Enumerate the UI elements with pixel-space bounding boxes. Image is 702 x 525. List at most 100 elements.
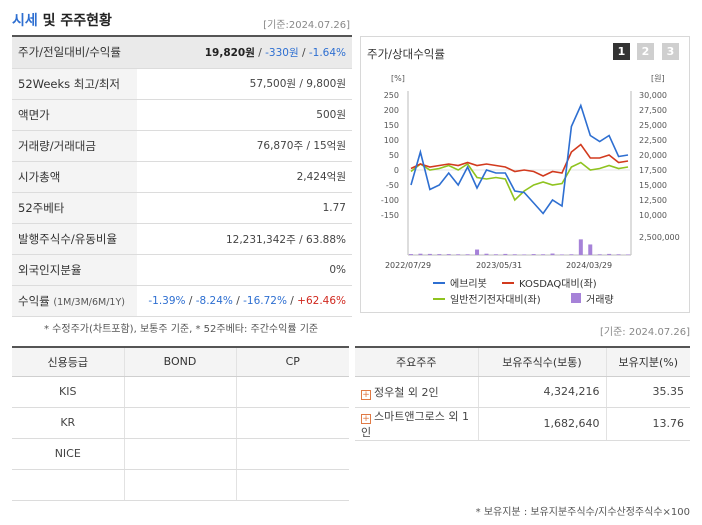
chart-page-2-button[interactable]: 2 bbox=[637, 43, 654, 60]
left-tick-label: 0 bbox=[394, 166, 399, 175]
table-row: KR bbox=[12, 407, 349, 439]
volume-bar bbox=[597, 254, 602, 255]
row-label: 주가/전일대비/수익률 bbox=[12, 37, 137, 69]
table-row: KIS bbox=[12, 376, 349, 408]
right-tick-label: 22,500 bbox=[639, 136, 667, 145]
volume-bar bbox=[512, 254, 517, 255]
volume-bar bbox=[626, 254, 630, 255]
holder-footnote: * 보유지분 : 보유지분주식수/지수산정주식수×100 bbox=[475, 507, 690, 518]
right-tick-label: 27,500 bbox=[639, 106, 667, 115]
volume-bar bbox=[588, 244, 593, 255]
table-row: + 정우철 외 2인 4,324,216 35.35 bbox=[355, 376, 690, 408]
series-line-everybot bbox=[410, 103, 629, 215]
volume-bar bbox=[531, 254, 536, 255]
left-unit-label: [%] bbox=[391, 74, 405, 83]
right-tick-label: 15,000 bbox=[639, 181, 667, 190]
left-tick-label: 200 bbox=[384, 106, 399, 115]
column-header: 보유지분(%) bbox=[605, 346, 690, 377]
chart-title: 주가/상대수익률 bbox=[367, 47, 445, 61]
column-header: 주요주주 bbox=[355, 346, 478, 377]
return-1y: +62.46% bbox=[297, 295, 346, 308]
table-row: NICE bbox=[12, 438, 349, 470]
shareholder-link[interactable]: + 스마트앤그로스 외 1인 bbox=[355, 407, 478, 441]
price-chart: [%] [원] 250 200 150 100 50 0 -50 -100 -150 30,000 27… bbox=[381, 74, 680, 306]
series-line-sector-relative bbox=[410, 161, 629, 202]
table-row: 주가/전일대비/수익률 19,820원 / -330원 / -1.64% bbox=[12, 37, 352, 69]
credit-rating-table: 신용등급 BOND CP KIS KR NICE bbox=[12, 346, 349, 501]
section-title: 시세 및 주주현황 bbox=[12, 13, 112, 29]
holder-base-date: [기준: 2024.07.26] bbox=[599, 327, 690, 338]
plus-icon[interactable]: + bbox=[361, 413, 371, 424]
column-header: 보유주식수(보통) bbox=[477, 346, 606, 377]
right-tick-label: 12,500 bbox=[639, 196, 667, 205]
legend-label: 일반전기전자대비(좌) bbox=[450, 294, 541, 306]
return-1m: -1.39% bbox=[148, 295, 186, 308]
column-header: 신용등급 bbox=[12, 346, 124, 377]
x-tick-label: 2023/05/31 bbox=[476, 261, 522, 270]
left-tick-label: -50 bbox=[386, 181, 399, 190]
volume-bar bbox=[456, 254, 461, 255]
volume-bar bbox=[437, 254, 442, 255]
legend-label: KOSDAQ대비(좌) bbox=[519, 278, 597, 290]
volume-bar bbox=[550, 253, 555, 255]
right-tick-label: 20,000 bbox=[639, 151, 667, 160]
current-price: 19,820원 bbox=[204, 46, 255, 59]
legend-label: 거래량 bbox=[586, 294, 614, 306]
table-row bbox=[12, 469, 349, 501]
table-row: + 스마트앤그로스 외 1인 1,682,640 13.76 bbox=[355, 407, 690, 441]
return-3m: -8.24% bbox=[195, 295, 233, 308]
volume-tick-label: 2,500,000 bbox=[639, 233, 680, 242]
volume-bar bbox=[522, 254, 527, 255]
volume-bar bbox=[578, 239, 583, 255]
table-row: 발행주식수/유동비율 12,231,342주 / 63.88% bbox=[12, 223, 352, 256]
table-row: 52주베타 1.77 bbox=[12, 192, 352, 225]
table-row: 수익률 (1M/3M/6M/1Y) -1.39% / -8.24% / -16.… bbox=[12, 285, 352, 318]
plus-icon[interactable]: + bbox=[361, 389, 371, 400]
price-change: -330원 bbox=[265, 46, 299, 59]
volume-bar bbox=[493, 254, 498, 255]
right-tick-label: 30,000 bbox=[639, 91, 667, 100]
price-change-pct: -1.64% bbox=[308, 46, 346, 59]
volume-bar bbox=[607, 253, 612, 255]
left-tick-label: 100 bbox=[384, 136, 399, 145]
legend-label: 에브리봇 bbox=[450, 278, 487, 290]
x-tick-label: 2024/03/29 bbox=[566, 261, 612, 270]
table-row: 시가총액 2,424억원 bbox=[12, 161, 352, 193]
volume-bar bbox=[484, 253, 489, 255]
chart-page-1-button[interactable]: 1 bbox=[613, 43, 630, 60]
price-footnote: * 수정주가(차트포함), 보통주 기준, * 52주베타: 주간수익률 기준 bbox=[44, 324, 319, 335]
legend-swatch bbox=[571, 293, 581, 303]
table-row: 거래량/거래대금 76,870주 / 15억원 bbox=[12, 130, 352, 162]
volume-bar bbox=[475, 249, 480, 255]
return-6m: -16.72% bbox=[243, 295, 287, 308]
volume-bar bbox=[446, 254, 451, 255]
right-tick-label: 10,000 bbox=[639, 211, 667, 220]
chart-page-3-button[interactable]: 3 bbox=[662, 43, 679, 60]
volume-bar bbox=[616, 254, 621, 255]
base-date: [기준:2024.07.26] bbox=[263, 20, 350, 31]
left-tick-label: 150 bbox=[384, 121, 399, 130]
table-row: 액면가 500원 bbox=[12, 99, 352, 131]
right-tick-label: 17,500 bbox=[639, 166, 667, 175]
left-tick-label: -150 bbox=[381, 211, 399, 220]
chart-panel: 주가/상대수익률 1 2 3 [%] [원] 250 200 150 100 50 0 -50 -… bbox=[360, 36, 690, 313]
price-table: 주가/전일대비/수익률 19,820원 / -330원 / -1.64% 52W… bbox=[12, 37, 352, 318]
volume-bar bbox=[503, 253, 508, 255]
x-tick-label: 2022/07/29 bbox=[385, 261, 431, 270]
volume-bar bbox=[569, 254, 574, 255]
column-header: CP bbox=[235, 346, 349, 377]
left-tick-label: -100 bbox=[381, 196, 399, 205]
table-row: 52Weeks 최고/최저 57,500원 / 9,800원 bbox=[12, 68, 352, 100]
divider bbox=[12, 35, 352, 37]
volume-bar bbox=[541, 254, 546, 255]
major-shareholder-table: 주요주주 보유주식수(보통) 보유지분(%) + 정우철 외 2인 4,324,2… bbox=[355, 346, 690, 441]
series-line-kosdaq-relative bbox=[410, 143, 629, 177]
right-tick-label: 25,000 bbox=[639, 121, 667, 130]
volume-bar bbox=[409, 254, 413, 255]
volume-bar bbox=[465, 254, 470, 255]
left-tick-label: 250 bbox=[384, 91, 399, 100]
volume-bar bbox=[418, 253, 423, 255]
shareholder-link[interactable]: + 정우철 외 2인 bbox=[355, 376, 478, 408]
column-header: BOND bbox=[123, 346, 236, 377]
volume-bar bbox=[427, 253, 432, 255]
